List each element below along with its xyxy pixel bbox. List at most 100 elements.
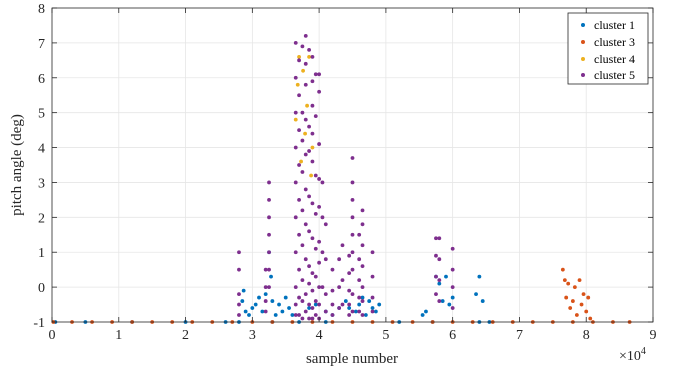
x-exponent-base: ×10 — [619, 349, 641, 364]
data-point — [313, 274, 318, 279]
data-point — [269, 274, 273, 279]
data-point — [267, 267, 271, 272]
data-point — [237, 302, 241, 307]
data-point — [307, 306, 311, 310]
legend-marker-cluster-4 — [581, 57, 585, 61]
data-point — [293, 302, 298, 307]
x-tick-label: 4 — [316, 328, 323, 343]
data-point — [293, 250, 298, 255]
data-point — [360, 222, 365, 227]
data-point — [237, 250, 241, 255]
data-point — [317, 89, 322, 94]
x-exponent-label: ×104 — [619, 346, 646, 364]
data-point — [450, 285, 455, 290]
data-point — [586, 295, 591, 300]
legend: cluster 1 cluster 3 cluster 4 cluster 5 — [567, 12, 649, 85]
data-point — [297, 267, 301, 272]
data-point — [300, 243, 305, 248]
data-point — [330, 313, 335, 317]
data-point — [270, 299, 275, 303]
x-tick-label: 2 — [182, 328, 189, 343]
data-point — [317, 177, 322, 181]
grid — [52, 8, 653, 322]
data-point — [293, 75, 298, 80]
data-point — [300, 110, 305, 115]
data-point — [237, 313, 241, 317]
y-tick-label: 2 — [38, 211, 45, 226]
data-point — [263, 299, 268, 303]
y-tick-label: 4 — [38, 142, 45, 157]
data-point — [343, 299, 348, 303]
legend-label-cluster-1: cluster 1 — [594, 18, 635, 32]
data-point — [313, 299, 318, 303]
data-point — [300, 278, 305, 283]
data-point — [337, 306, 342, 310]
data-point — [568, 306, 573, 310]
data-point — [309, 173, 313, 178]
data-point — [300, 138, 305, 143]
data-point — [313, 211, 318, 216]
data-point — [437, 257, 442, 262]
data-point — [295, 82, 300, 87]
data-point — [263, 292, 268, 296]
data-point — [437, 278, 442, 283]
y-axis-label: pitch angle (deg) — [9, 114, 25, 216]
data-point — [305, 103, 309, 108]
data-point — [330, 288, 335, 293]
data-point — [267, 285, 271, 290]
y-tick-label: 6 — [38, 72, 45, 87]
series-4 — [237, 34, 455, 321]
data-point — [297, 58, 301, 63]
y-tick-label: 1 — [38, 246, 45, 261]
data-point — [347, 302, 352, 307]
data-point — [360, 313, 365, 317]
data-point — [450, 306, 455, 310]
data-point — [310, 103, 315, 108]
legend-marker-cluster-3 — [581, 40, 585, 44]
data-point — [581, 292, 586, 296]
data-point — [330, 302, 335, 307]
data-point — [301, 68, 305, 73]
data-point — [247, 313, 251, 317]
data-point — [317, 239, 322, 244]
data-point — [307, 316, 311, 321]
data-point — [572, 285, 577, 290]
data-point — [303, 131, 307, 136]
data-point — [350, 292, 355, 296]
data-point — [310, 54, 315, 59]
data-point — [317, 285, 322, 290]
data-point — [290, 313, 295, 317]
x-axis-label: sample number — [306, 351, 398, 367]
data-point — [307, 54, 311, 59]
data-point — [287, 306, 291, 310]
data-point — [450, 246, 455, 251]
x-tick-label: 8 — [583, 328, 590, 343]
data-point — [317, 142, 322, 146]
data-point — [347, 288, 352, 293]
data-point — [434, 292, 438, 296]
data-point — [303, 187, 308, 192]
data-point — [340, 243, 345, 248]
legend-label-cluster-4: cluster 4 — [594, 52, 635, 66]
data-point — [297, 232, 301, 237]
data-point — [353, 309, 358, 314]
data-point — [437, 281, 442, 286]
data-point — [313, 72, 318, 77]
data-point — [307, 229, 311, 234]
data-point — [434, 274, 438, 279]
data-point — [267, 215, 271, 220]
y-tick-label: 3 — [38, 176, 45, 191]
data-point — [277, 302, 281, 307]
data-point — [323, 309, 328, 314]
x-tick-label: 6 — [449, 328, 456, 343]
data-point — [360, 285, 365, 290]
data-point — [340, 302, 345, 307]
data-point — [297, 163, 301, 167]
data-point — [323, 257, 328, 262]
data-point — [237, 292, 241, 296]
data-point — [307, 302, 311, 307]
data-point — [283, 295, 288, 300]
data-point — [317, 72, 322, 77]
data-point — [350, 197, 355, 202]
